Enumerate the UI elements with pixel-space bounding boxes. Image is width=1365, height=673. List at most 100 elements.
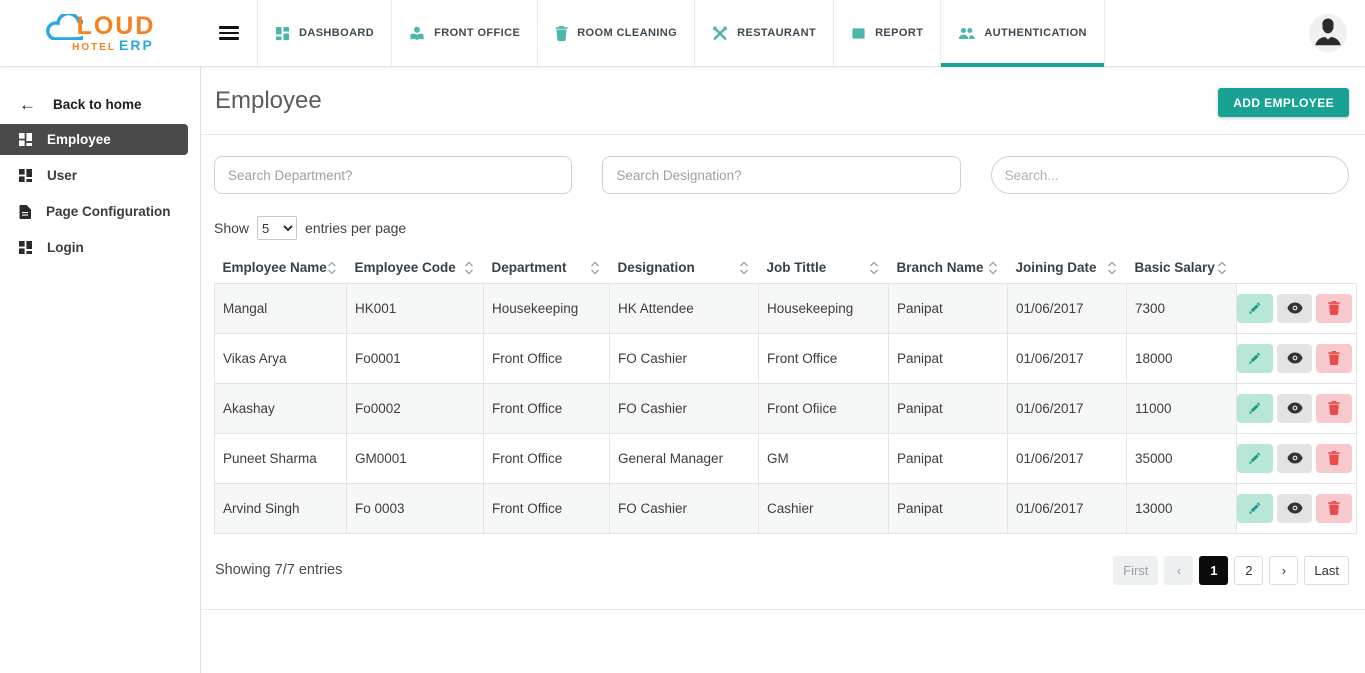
cell-branch-name: Panipat <box>888 282 1008 334</box>
cell-employee-name: Mangal <box>214 282 347 334</box>
delete-button[interactable] <box>1316 443 1353 473</box>
tab-authentication[interactable]: AUTHENTICATION <box>940 0 1105 67</box>
tab-front-office[interactable]: FRONT OFFICE <box>391 0 537 66</box>
cell-branch-name: Panipat <box>888 432 1008 484</box>
edit-button[interactable] <box>1237 393 1273 423</box>
pagination-prev-button[interactable]: ‹ <box>1164 555 1194 585</box>
tab-room-cleaning[interactable]: ROOM CLEANING <box>537 0 694 66</box>
edit-pencil-icon <box>1249 302 1261 314</box>
column-header-actions <box>1236 253 1357 283</box>
cell-basic-salary: 11000 <box>1126 382 1237 434</box>
sidebar-item-label: Employee <box>47 132 111 147</box>
view-eye-icon <box>1286 402 1303 414</box>
sort-icon <box>869 261 878 275</box>
cell-job-title: Front Ofiice <box>758 382 889 434</box>
column-header-employee-name[interactable]: Employee Name <box>214 253 347 284</box>
cell-employee-name: Vikas Arya <box>214 332 347 384</box>
cell-employee-name: Arvind Singh <box>214 482 347 534</box>
user-avatar[interactable] <box>1309 14 1347 52</box>
table-row: Puneet Sharma GM0001 Front Office Genera… <box>214 432 1357 484</box>
edit-button[interactable] <box>1237 343 1273 373</box>
tab-label: REPORT <box>875 27 924 39</box>
pagination-first-button[interactable]: First <box>1113 555 1159 585</box>
brand-logo: LOUD HOTEL ERP <box>0 0 200 66</box>
entries-per-page-select[interactable]: 5 <box>257 216 298 240</box>
edit-pencil-icon <box>1249 452 1261 464</box>
tab-label: FRONT OFFICE <box>434 27 521 39</box>
view-button[interactable] <box>1276 393 1313 423</box>
cell-joining-date: 01/06/2017 <box>1007 382 1127 434</box>
user-avatar-icon <box>1315 18 1341 46</box>
tab-restaurant[interactable]: RESTAURANT <box>694 0 833 66</box>
edit-button[interactable] <box>1237 293 1273 323</box>
pagination: First ‹ 1 2 › Last <box>1113 555 1349 585</box>
sort-icon <box>1217 261 1226 275</box>
sort-icon <box>1107 261 1116 275</box>
search-designation-input[interactable] <box>602 156 961 194</box>
delete-button[interactable] <box>1316 393 1353 423</box>
entries-per-page-label: entries per page <box>305 220 407 236</box>
delete-trash-icon <box>1328 451 1340 465</box>
add-employee-button[interactable]: ADD EMPLOYEE <box>1218 88 1349 117</box>
column-header-branch-name[interactable]: Branch Name <box>888 253 1008 284</box>
column-header-joining-date[interactable]: Joining Date <box>1007 253 1127 284</box>
menu-hamburger-icon[interactable] <box>200 0 257 66</box>
document-icon <box>19 204 31 219</box>
column-header-basic-salary[interactable]: Basic Salary <box>1126 253 1237 284</box>
column-header-job-title[interactable]: Job Tittle <box>758 253 889 284</box>
pagination-last-button[interactable]: Last <box>1304 555 1349 585</box>
view-button[interactable] <box>1276 343 1313 373</box>
back-to-home-link[interactable]: ← Back to home <box>0 90 200 118</box>
sort-icon <box>327 261 336 275</box>
cell-employee-code: Fo0002 <box>346 382 484 434</box>
column-header-employee-code[interactable]: Employee Code <box>346 253 484 284</box>
sidebar-item-label: User <box>47 168 78 183</box>
table-row: Arvind Singh Fo 0003 Front Office FO Cas… <box>214 482 1357 534</box>
employee-table: Employee Name Employee Code Department D… <box>214 253 1357 534</box>
brand-loud-text: LOUD <box>76 12 156 40</box>
column-header-department[interactable]: Department <box>483 253 610 284</box>
front-office-icon <box>410 26 424 40</box>
view-button[interactable] <box>1276 293 1313 323</box>
tab-dashboard[interactable]: DASHBOARD <box>257 0 391 66</box>
back-to-home-label: Back to home <box>53 96 142 112</box>
cloud-logo-icon <box>45 13 83 40</box>
footer-divider <box>201 608 1365 610</box>
show-label: Show <box>214 220 250 236</box>
view-button[interactable] <box>1276 443 1313 473</box>
back-arrow-icon: ← <box>19 94 36 114</box>
delete-button[interactable] <box>1316 343 1353 373</box>
table-header-row: Employee Name Employee Code Department D… <box>214 253 1357 284</box>
column-header-designation[interactable]: Designation <box>609 253 759 284</box>
cell-joining-date: 01/06/2017 <box>1007 432 1127 484</box>
pagination-next-button[interactable]: › <box>1269 555 1299 585</box>
search-department-input[interactable] <box>214 156 573 194</box>
sidebar-item-page-configuration[interactable]: Page Configuration <box>0 196 188 227</box>
search-input[interactable] <box>990 156 1349 194</box>
tab-label: AUTHENTICATION <box>984 27 1087 39</box>
report-icon <box>852 27 865 39</box>
cell-employee-name: Akashay <box>214 382 347 434</box>
primary-nav: DASHBOARD FRONT OFFICE ROOM CLEANING <box>257 0 1105 67</box>
sort-icon <box>464 261 473 275</box>
sidebar-item-employee[interactable]: Employee <box>0 124 188 155</box>
tab-label: RESTAURANT <box>737 27 817 39</box>
delete-button[interactable] <box>1316 493 1353 523</box>
sidebar-item-user[interactable]: User <box>0 160 188 191</box>
cell-designation: FO Cashier <box>609 332 759 384</box>
pagination-page-2-button[interactable]: 2 <box>1234 555 1264 585</box>
view-button[interactable] <box>1276 493 1313 523</box>
pagination-page-1-button[interactable]: 1 <box>1199 555 1229 585</box>
sidebar-item-label: Login <box>47 240 84 255</box>
cell-job-title: Cashier <box>758 482 889 534</box>
edit-button[interactable] <box>1237 443 1273 473</box>
authentication-icon <box>959 27 975 39</box>
edit-button[interactable] <box>1237 493 1273 523</box>
sidebar-item-login[interactable]: Login <box>0 232 188 263</box>
cell-department: Front Office <box>483 432 610 484</box>
tab-report[interactable]: REPORT <box>833 0 940 66</box>
grid-icon <box>19 169 32 182</box>
sort-icon <box>739 261 748 275</box>
cell-basic-salary: 13000 <box>1126 482 1237 534</box>
delete-button[interactable] <box>1316 293 1353 323</box>
